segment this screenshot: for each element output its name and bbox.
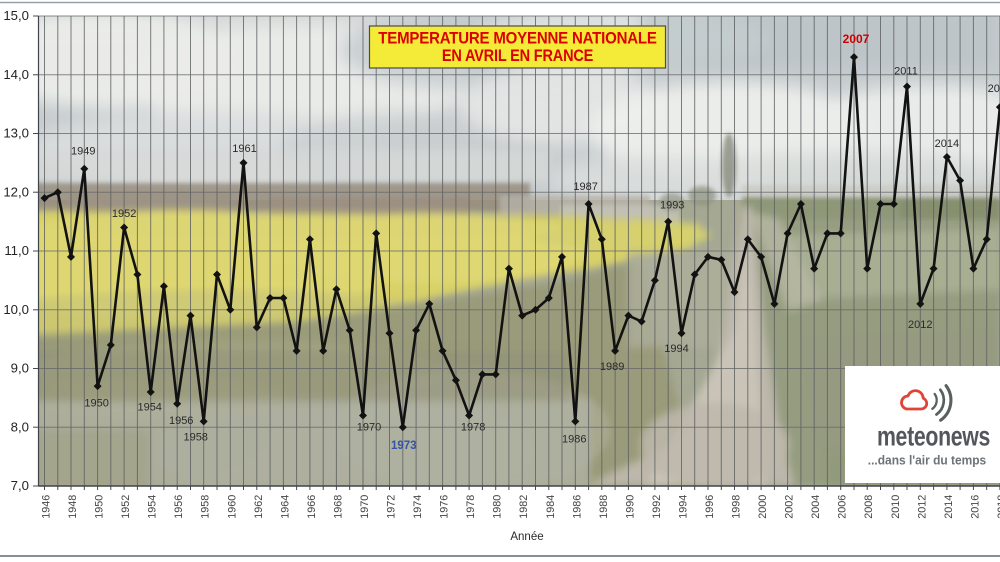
svg-text:1964: 1964 <box>279 495 291 519</box>
svg-text:1998: 1998 <box>731 495 743 519</box>
svg-text:1994: 1994 <box>678 495 690 519</box>
svg-text:2014: 2014 <box>943 495 955 519</box>
svg-text:1958: 1958 <box>183 431 207 443</box>
svg-text:1966: 1966 <box>306 495 318 519</box>
svg-text:1989: 1989 <box>600 361 624 373</box>
svg-text:1954: 1954 <box>137 402 161 414</box>
svg-text:2004: 2004 <box>810 495 822 519</box>
svg-text:1970: 1970 <box>357 422 381 434</box>
svg-text:1946: 1946 <box>41 495 53 519</box>
svg-text:1961: 1961 <box>232 143 256 155</box>
svg-text:8,0: 8,0 <box>11 419 29 434</box>
svg-text:10,0: 10,0 <box>3 302 29 317</box>
svg-text:1968: 1968 <box>332 495 344 519</box>
svg-text:1980: 1980 <box>492 495 504 519</box>
svg-text:1996: 1996 <box>704 495 716 519</box>
svg-text:2007: 2007 <box>843 32 870 46</box>
svg-text:1956: 1956 <box>169 415 193 427</box>
svg-text:15,0: 15,0 <box>3 8 29 23</box>
svg-text:1949: 1949 <box>71 146 95 158</box>
svg-text:2000: 2000 <box>757 495 769 519</box>
svg-text:1950: 1950 <box>94 495 106 519</box>
svg-text:1992: 1992 <box>651 495 663 519</box>
svg-text:1973: 1973 <box>391 440 417 452</box>
svg-text:1952: 1952 <box>120 495 132 519</box>
svg-text:meteonews: meteonews <box>877 421 990 453</box>
svg-text:2018: 2018 <box>988 83 1000 95</box>
svg-text:1974: 1974 <box>412 495 424 519</box>
svg-text:2011: 2011 <box>894 66 918 78</box>
svg-text:1950: 1950 <box>84 398 108 410</box>
svg-text:11,0: 11,0 <box>4 243 29 258</box>
svg-text:1960: 1960 <box>226 495 238 519</box>
svg-text:1958: 1958 <box>200 495 212 519</box>
svg-text:2016: 2016 <box>969 495 981 519</box>
svg-text:1986: 1986 <box>571 495 583 519</box>
svg-text:13,0: 13,0 <box>3 126 29 141</box>
svg-text:1948: 1948 <box>67 495 79 519</box>
svg-text:1984: 1984 <box>545 495 557 519</box>
svg-text:2006: 2006 <box>837 495 849 519</box>
svg-text:14,0: 14,0 <box>3 67 29 82</box>
svg-text:EN AVRIL EN FRANCE: EN AVRIL EN FRANCE <box>442 47 593 65</box>
svg-text:1987: 1987 <box>573 181 597 193</box>
svg-text:2010: 2010 <box>890 495 902 519</box>
svg-text:1976: 1976 <box>439 495 451 519</box>
svg-text:1954: 1954 <box>147 495 159 519</box>
svg-text:2018: 2018 <box>996 495 1000 519</box>
svg-text:TEMPERATURE MOYENNE NATIONALE: TEMPERATURE MOYENNE NATIONALE <box>378 30 656 48</box>
svg-text:Année: Année <box>510 531 543 543</box>
svg-text:12,0: 12,0 <box>3 184 29 199</box>
svg-text:1990: 1990 <box>624 495 636 519</box>
svg-text:1962: 1962 <box>253 495 265 519</box>
svg-text:1986: 1986 <box>562 433 586 445</box>
svg-text:1993: 1993 <box>660 200 684 212</box>
svg-text:1972: 1972 <box>386 495 398 519</box>
svg-text:2012: 2012 <box>908 319 932 331</box>
svg-text:1988: 1988 <box>598 495 610 519</box>
svg-text:7,0: 7,0 <box>11 478 29 493</box>
svg-text:1978: 1978 <box>465 495 477 519</box>
svg-text:1952: 1952 <box>112 208 136 220</box>
svg-text:2014: 2014 <box>935 138 959 150</box>
svg-text:...dans l'air du temps: ...dans l'air du temps <box>868 453 986 468</box>
svg-text:1956: 1956 <box>173 495 185 519</box>
svg-text:2002: 2002 <box>784 495 796 519</box>
svg-text:2012: 2012 <box>916 495 928 519</box>
svg-text:1994: 1994 <box>664 343 688 355</box>
svg-text:9,0: 9,0 <box>11 361 29 376</box>
svg-text:1982: 1982 <box>518 495 530 519</box>
svg-text:1978: 1978 <box>461 422 485 434</box>
svg-text:1970: 1970 <box>359 495 371 519</box>
svg-text:2008: 2008 <box>863 495 875 519</box>
